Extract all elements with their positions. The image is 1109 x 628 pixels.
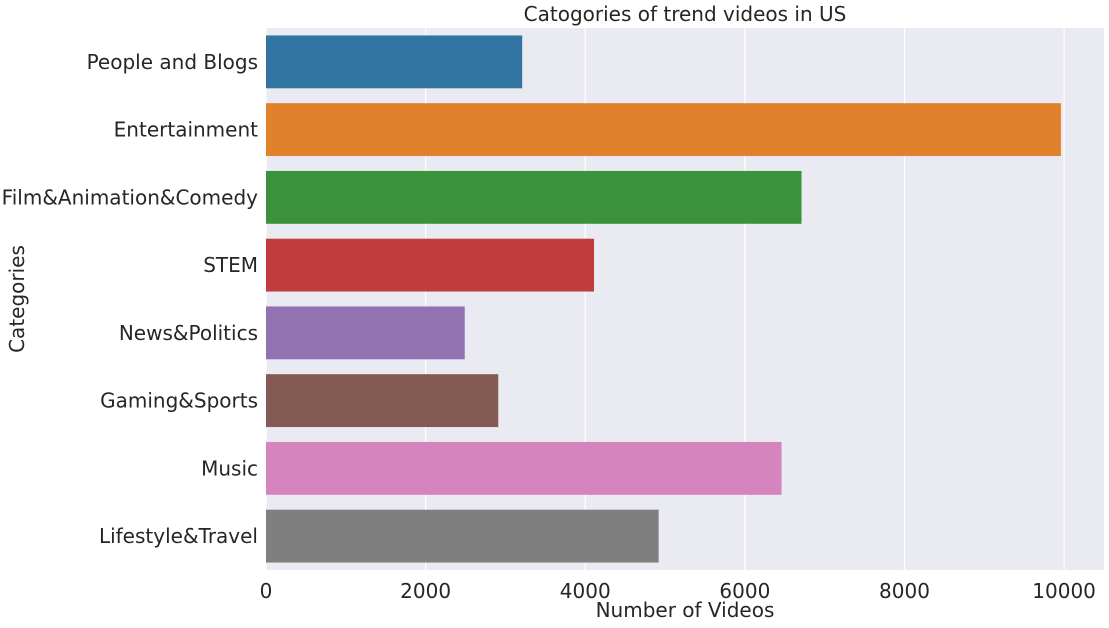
x-tick-label: 2000 [400, 579, 451, 603]
bar [266, 170, 802, 224]
y-tick-labels: People and Blogs Entertainment Film&Animat… [2, 50, 258, 548]
x-tick-label: 8000 [879, 579, 930, 603]
bar [266, 238, 595, 292]
y-axis-label: Categories [5, 245, 29, 353]
y-tick-label: STEM [203, 253, 258, 277]
x-tick-label: 6000 [719, 579, 770, 603]
x-tick-label: 0 [260, 579, 273, 603]
bar [266, 306, 465, 360]
x-tick-label: 4000 [560, 579, 611, 603]
y-tick-label: People and Blogs [87, 50, 258, 74]
y-tick-label: News&Politics [119, 321, 258, 345]
bar [266, 103, 1061, 157]
x-tick-labels: 0 2000 4000 6000 8000 10000 [260, 579, 1096, 603]
y-tick-label: Lifestyle&Travel [99, 524, 258, 548]
chart-title: Catogories of trend videos in US [524, 2, 847, 26]
y-tick-label: Music [201, 456, 258, 480]
bar [266, 509, 659, 563]
bar [266, 374, 499, 428]
y-tick-label: Film&Animation&Comedy [2, 185, 258, 209]
bars [266, 35, 1061, 563]
bar [266, 441, 782, 495]
x-axis-label: Number of Videos [596, 598, 775, 622]
bar [266, 35, 523, 89]
y-tick-label: Gaming&Sports [100, 389, 258, 413]
x-tick-label: 10000 [1032, 579, 1096, 603]
y-tick-label: Entertainment [114, 118, 258, 142]
